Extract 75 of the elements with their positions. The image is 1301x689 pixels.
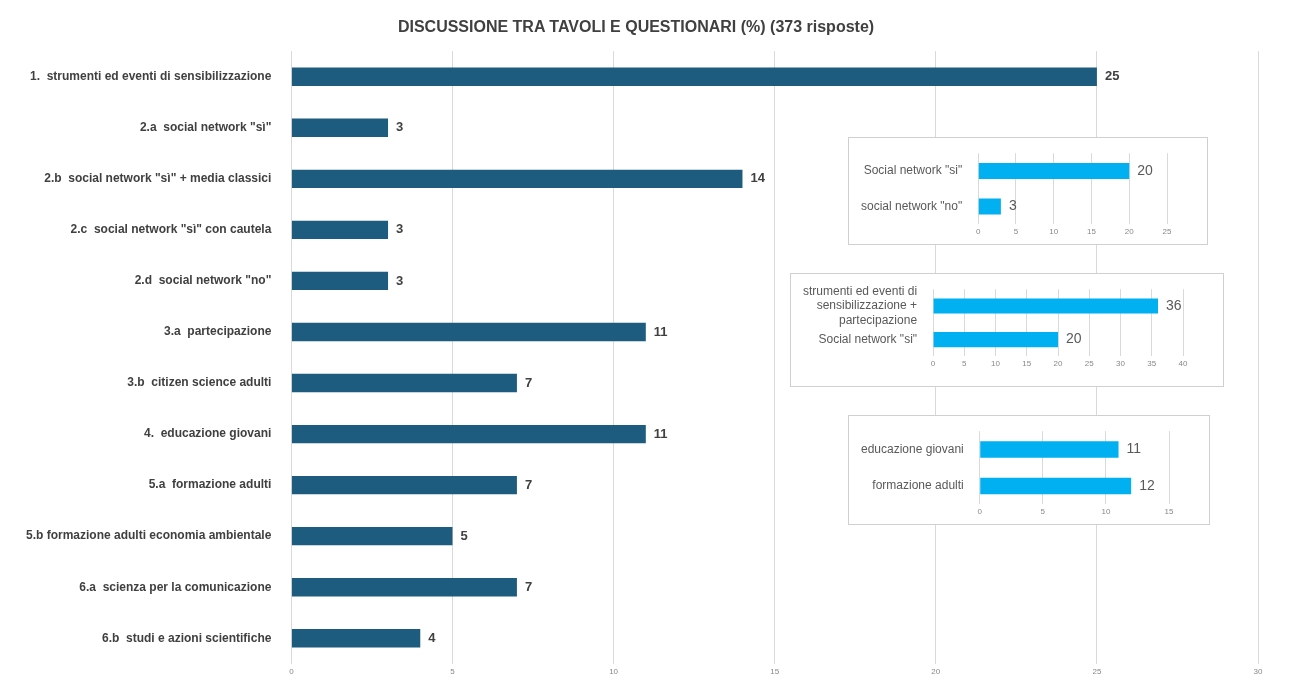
y-tick-label: 4. educazione giovani (144, 426, 272, 441)
x-tick-label: 15 (1022, 359, 1032, 369)
y-tick-label: educazione giovani (860, 441, 964, 456)
bar (291, 169, 743, 189)
x-tick-label: 10 (991, 359, 1001, 369)
data-label: 25 (1104, 68, 1120, 84)
y-tick-label: 2.c social network "sì" con cautela (70, 222, 272, 237)
chart-title: DISCUSSIONE TRA TAVOLI E QUESTIONARI (%) (373 risposte) (397, 18, 875, 36)
bar (291, 629, 421, 648)
y-tick-label: Social network "si" (818, 331, 918, 346)
x-tick-label: 15 (770, 666, 780, 676)
x-tick-label: 10 (609, 666, 619, 676)
bar (291, 220, 389, 240)
y-tick-label: 6.a scienza per la comunicazione (79, 579, 272, 594)
y-tick-label: formazione adulti (872, 478, 964, 493)
y-tick-label: 5.b formazione adulti economia ambientale (25, 528, 272, 543)
data-label: 7 (524, 374, 533, 390)
data-label: 7 (524, 476, 533, 492)
x-tick-label: 15 (1087, 227, 1097, 237)
x-tick-label: 40 (1178, 359, 1188, 369)
x-tick-label: 0 (930, 359, 936, 369)
x-tick-label: 10 (1049, 227, 1059, 237)
data-label: 36 (1166, 296, 1182, 313)
data-label: 14 (750, 170, 766, 186)
x-tick-label: 15 (1164, 507, 1174, 517)
y-tick-label: Social network "si" (863, 163, 963, 178)
data-label: 3 (396, 221, 404, 237)
x-tick-label: 20 (931, 666, 941, 676)
data-label: 12 (1139, 476, 1155, 493)
x-tick-label: 30 (1253, 666, 1263, 676)
data-label: 3 (396, 272, 404, 288)
x-tick-label: 0 (289, 666, 295, 676)
bar (291, 475, 517, 495)
bar (291, 424, 646, 444)
data-label: 3 (396, 119, 404, 135)
x-tick-label: 10 (1101, 507, 1111, 517)
data-label: 20 (1137, 161, 1154, 178)
data-label: 3 (1008, 197, 1017, 214)
data-label: 11 (1126, 440, 1142, 457)
data-label: 5 (460, 527, 468, 543)
bar (291, 271, 389, 291)
bar (291, 322, 646, 342)
bar (291, 67, 1097, 86)
data-label: 11 (653, 425, 668, 441)
y-tick-label: social network "no" (861, 198, 963, 213)
x-tick-label: 25 (1162, 227, 1172, 237)
x-tick-label: 25 (1084, 359, 1095, 369)
x-tick-label: 20 (1053, 359, 1064, 369)
data-label: 4 (428, 629, 437, 645)
x-tick-label: 5 (962, 359, 968, 369)
x-tick-label: 20 (1124, 227, 1135, 237)
data-label: 20 (1066, 330, 1082, 347)
bar (291, 373, 517, 393)
x-tick-label: 0 (976, 227, 982, 237)
x-tick-label: 5 (1013, 227, 1019, 237)
x-tick-label: 30 (1116, 359, 1126, 369)
data-label: 11 (653, 323, 668, 339)
bar (291, 118, 389, 137)
bar (291, 578, 517, 597)
y-tick-label: 2.a social network "sì" (139, 120, 272, 135)
x-tick-label: 0 (977, 507, 983, 517)
y-tick-label: 1. strumenti ed eventi di sensibilizzazione (29, 69, 272, 84)
y-tick-label: strumenti ed eventi di sensibilizzazione + partecipazione (803, 283, 918, 327)
y-tick-label: 3.b citizen science adulti (127, 375, 272, 390)
y-tick-label: 2.d social network "no" (134, 273, 272, 288)
x-tick-label: 5 (1040, 507, 1046, 517)
data-label: 7 (524, 578, 533, 594)
x-tick-label: 25 (1092, 666, 1102, 676)
y-tick-label: 2.b social network "sì" + media classici (44, 171, 272, 186)
bar (291, 526, 453, 546)
y-tick-label: 6.b studi e azioni scientifiche (102, 630, 272, 645)
y-tick-label: 3.a partecipazione (164, 324, 272, 339)
x-tick-label: 5 (450, 666, 456, 676)
y-tick-label: 5.a formazione adulti (148, 477, 272, 492)
x-tick-label: 35 (1147, 359, 1157, 369)
